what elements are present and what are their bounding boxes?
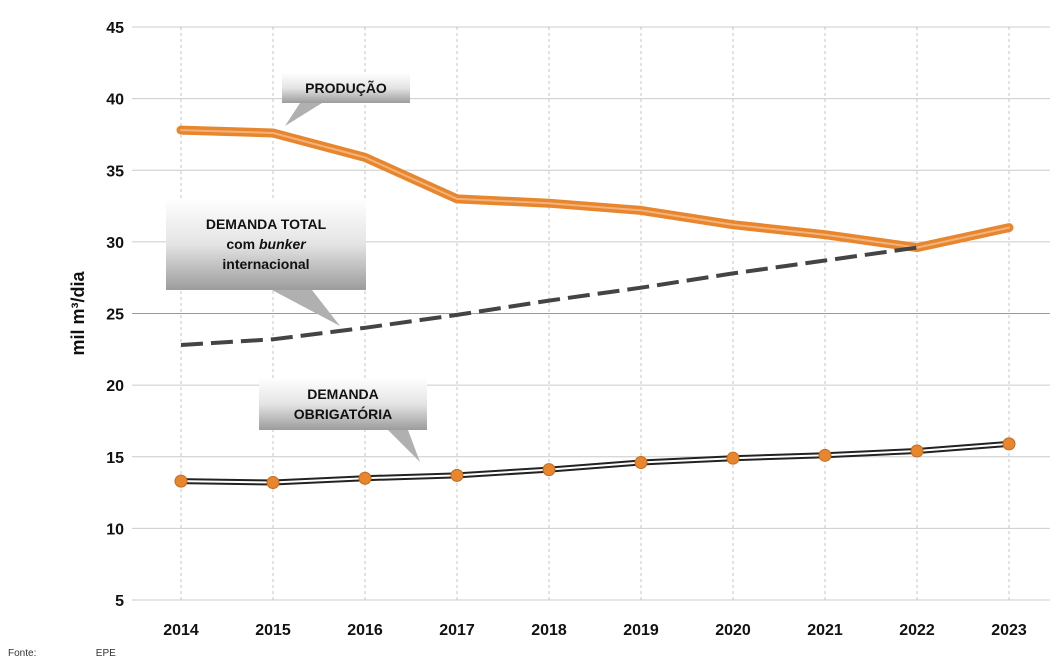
callout-producao: PRODUÇÃO	[282, 73, 410, 126]
data-point-demanda_obrigatoria	[818, 448, 832, 462]
y-tick-label: 10	[106, 521, 124, 538]
data-point-demanda_obrigatoria	[910, 444, 924, 458]
callout-pointer	[272, 290, 340, 326]
callout-box	[166, 198, 366, 290]
x-tick-label: 2019	[623, 622, 659, 639]
callout-label: DEMANDA	[307, 386, 379, 402]
series	[174, 125, 1016, 490]
x-tick-label: 2023	[991, 622, 1027, 639]
x-tick-label: 2022	[899, 622, 935, 639]
callout-label: PRODUÇÃO	[305, 79, 387, 96]
data-point-demanda_obrigatoria	[542, 463, 556, 477]
axes: 5 10 15 20 25 30 35 40 45 2014 2015 2016 2017 2018 201…	[68, 20, 1027, 639]
x-tick-label: 2014	[163, 622, 199, 639]
y-axis-label: mil m³/dia	[68, 271, 88, 356]
series-line-demanda_obrigatoria	[180, 440, 1010, 486]
y-tick-label: 25	[106, 307, 124, 324]
callout-demanda_obrigatoria: DEMANDA OBRIGATÓRIA	[259, 378, 427, 462]
y-tick-label: 20	[106, 378, 124, 395]
data-point-demanda_obrigatoria	[634, 455, 648, 469]
callout-demanda_total: DEMANDA TOTAL com bunker internacional	[166, 198, 366, 326]
callout-label: com bunker	[226, 236, 307, 252]
source-note: Fonte: EPE	[8, 648, 116, 659]
series-inner-demanda_obrigatoria	[180, 442, 1010, 484]
data-point-demanda_obrigatoria	[726, 451, 740, 465]
y-tick-label: 5	[115, 593, 124, 610]
callout-pointer	[388, 430, 420, 462]
callouts: PRODUÇÃO DEMANDA TOTAL com bunker internaci…	[166, 73, 427, 462]
x-tick-label: 2018	[531, 622, 567, 639]
callout-box	[282, 73, 410, 103]
grid	[132, 26, 1050, 601]
x-tick-label: 2015	[255, 622, 291, 639]
source-value: EPE	[95, 648, 116, 659]
x-tick-label: 2016	[347, 622, 383, 639]
y-tick-label: 45	[106, 20, 124, 37]
data-point-demanda_obrigatoria	[358, 471, 372, 485]
data-point-demanda_obrigatoria	[450, 468, 464, 482]
x-tick-label: 2020	[715, 622, 751, 639]
callout-box	[259, 378, 427, 430]
data-point-demanda_obrigatoria	[266, 476, 280, 490]
callout-pointer	[285, 103, 322, 126]
series-highlight-producao	[180, 129, 1010, 249]
data-point-demanda_obrigatoria	[174, 474, 188, 488]
y-tick-label: 30	[106, 235, 124, 252]
callout-label: internacional	[222, 256, 309, 272]
source-label: Fonte:	[8, 648, 37, 659]
callout-label: OBRIGATÓRIA	[294, 405, 393, 422]
data-point-demanda_obrigatoria	[1002, 437, 1016, 451]
x-tick-label: 2017	[439, 622, 475, 639]
callout-label: DEMANDA TOTAL	[206, 216, 327, 232]
y-tick-label: 35	[106, 163, 124, 180]
y-tick-label: 15	[106, 450, 124, 467]
series-line-demanda_total	[180, 245, 918, 347]
x-tick-label: 2021	[807, 622, 843, 639]
y-tick-label: 40	[106, 92, 124, 109]
